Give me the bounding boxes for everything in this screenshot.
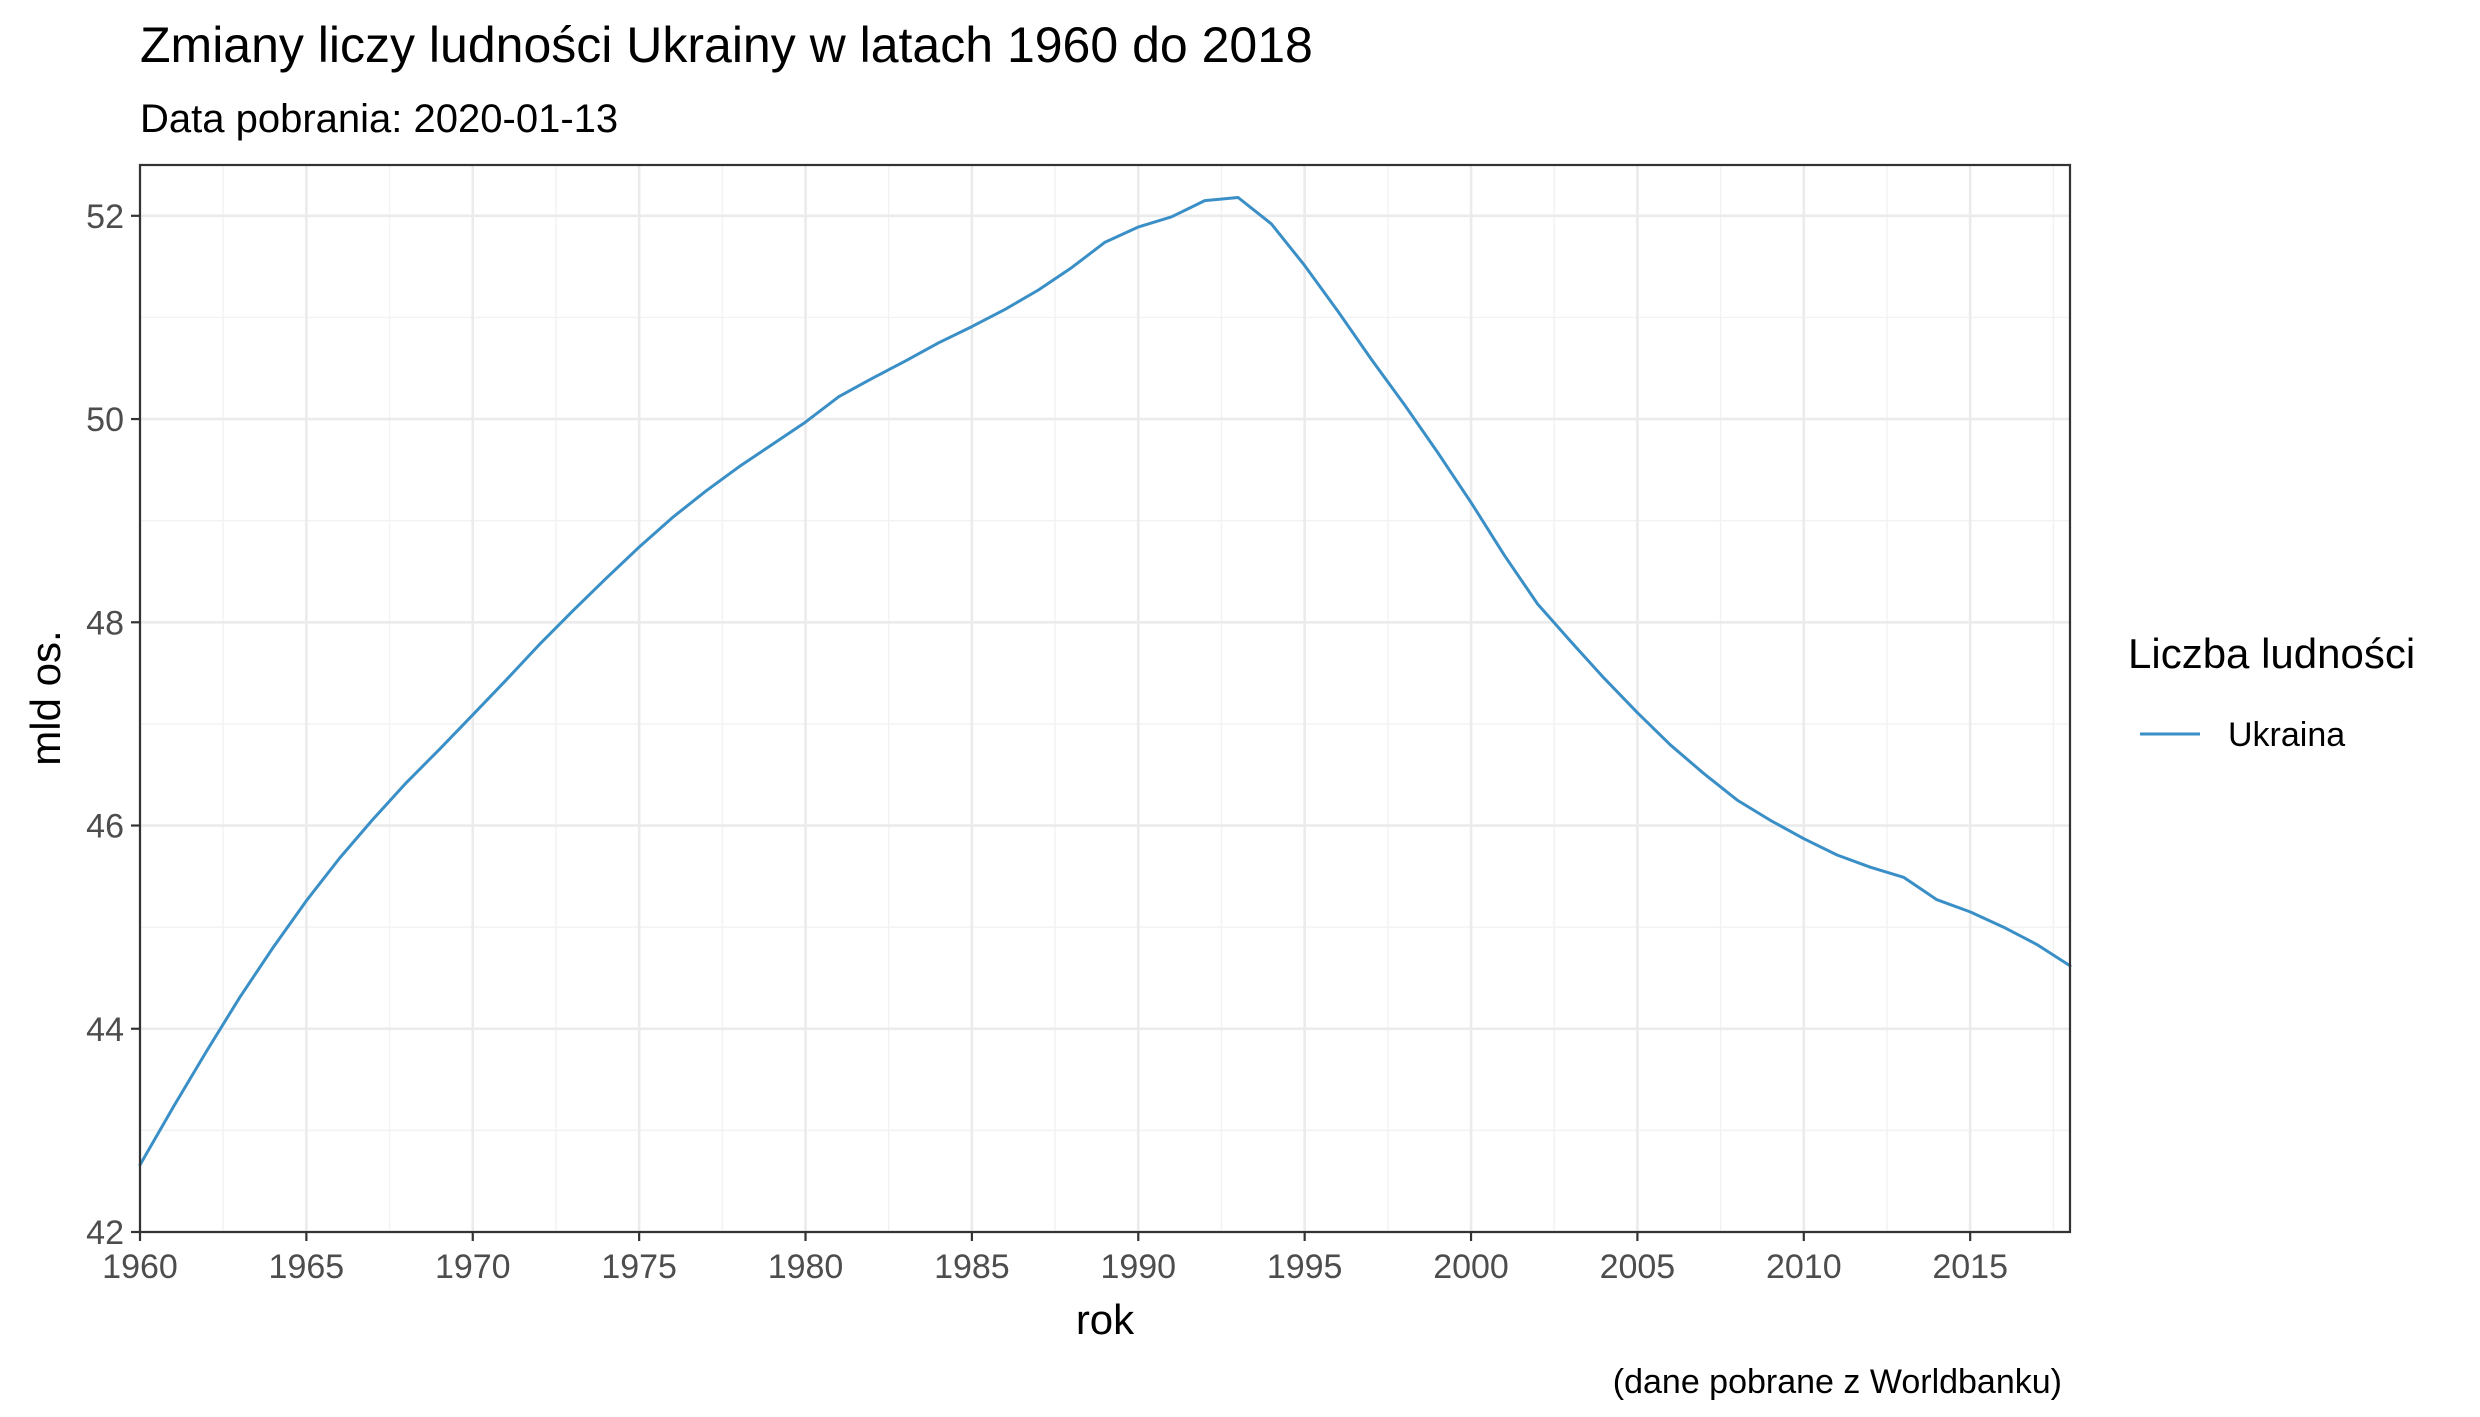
x-tick-label: 2005 bbox=[1600, 1248, 1676, 1286]
major-gridlines bbox=[138, 165, 2070, 1234]
x-tick-label: 1990 bbox=[1100, 1248, 1176, 1286]
y-tick-label: 52 bbox=[86, 198, 124, 236]
x-tick-label: 1970 bbox=[435, 1248, 511, 1286]
x-tick-label: 1965 bbox=[269, 1248, 345, 1286]
series-line-ukraina bbox=[138, 196, 2072, 1167]
x-axis: 1960 1965 1970 1975 1980 1985 1990 1995 2000 2005… bbox=[102, 1232, 2008, 1286]
x-tick-label: 1985 bbox=[934, 1248, 1010, 1286]
y-tick-label: 44 bbox=[86, 1011, 124, 1049]
y-tick-label: 46 bbox=[86, 808, 124, 846]
x-tick-label: 1975 bbox=[601, 1248, 677, 1286]
plot-border bbox=[138, 163, 2072, 1234]
y-axis-title: mld os. bbox=[22, 630, 69, 765]
x-tick-label: 2010 bbox=[1766, 1248, 1842, 1286]
x-tick-label: 2000 bbox=[1433, 1248, 1509, 1286]
x-tick-label: 2015 bbox=[1932, 1248, 2008, 1286]
y-tick-label: 50 bbox=[86, 401, 124, 439]
series-layer bbox=[138, 196, 2072, 1167]
y-tick-label: 48 bbox=[86, 604, 124, 642]
y-tick-label: 42 bbox=[86, 1214, 124, 1252]
x-tick-label: 1995 bbox=[1267, 1248, 1343, 1286]
legend-label-ukraina: Ukraina bbox=[2228, 716, 2345, 754]
chart-caption: (dane pobrane z Worldbanku) bbox=[1613, 1363, 2062, 1401]
minor-gridlines bbox=[140, 165, 2070, 1232]
y-axis: 42 44 46 48 50 52 bbox=[86, 198, 140, 1252]
x-axis-title: rok bbox=[1076, 1296, 1135, 1343]
chart-title: Zmiany liczy ludności Ukrainy w latach 1… bbox=[140, 17, 1313, 73]
x-tick-label: 1980 bbox=[768, 1248, 844, 1286]
chart-subtitle: Data pobrania: 2020-01-13 bbox=[140, 97, 618, 141]
x-tick-label: 1960 bbox=[102, 1248, 178, 1286]
legend-title: Liczba ludności bbox=[2128, 630, 2415, 677]
